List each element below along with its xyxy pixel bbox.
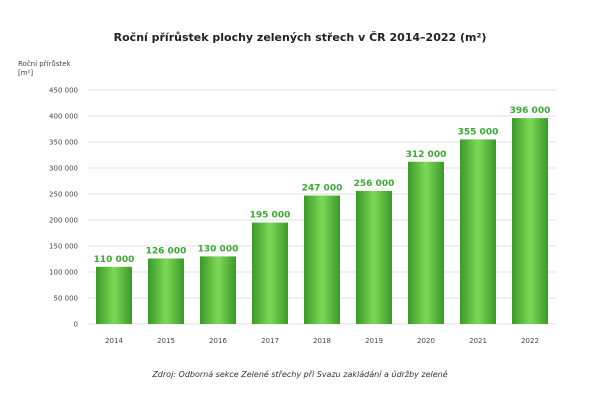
x-tick-label: 2016 — [209, 337, 227, 345]
y-axis-label: Roční přírůstek [m²] — [18, 60, 71, 78]
y-tick-label: 300 000 — [49, 165, 78, 173]
bar — [96, 266, 132, 324]
bar — [356, 190, 392, 324]
chart-title: Roční přírůstek plochy zelených střech v… — [113, 31, 487, 44]
x-tick-label: 2020 — [417, 337, 435, 345]
data-label: 355 000 — [458, 127, 499, 137]
y-axis-label-line-1: Roční přírůstek — [18, 60, 71, 68]
bar — [512, 118, 548, 324]
data-label: 396 000 — [510, 106, 551, 116]
y-tick-label: 50 000 — [54, 295, 79, 303]
data-label: 247 000 — [302, 184, 343, 194]
x-tick-label: 2018 — [313, 337, 331, 345]
bar — [408, 161, 444, 324]
x-tick-label: 2021 — [469, 337, 487, 345]
y-tick-label: 400 000 — [49, 113, 78, 121]
bar — [200, 256, 236, 324]
y-tick-label: 100 000 — [49, 269, 78, 277]
x-tick-label: 2017 — [261, 337, 279, 345]
x-tick-label: 2015 — [157, 337, 175, 345]
y-tick-label: 200 000 — [49, 217, 78, 225]
data-label: 130 000 — [198, 244, 239, 254]
data-label: 312 000 — [406, 150, 447, 160]
y-tick-label: 250 000 — [49, 191, 78, 199]
y-tick-label: 350 000 — [49, 139, 78, 147]
y-tick-label: 450 000 — [49, 87, 78, 95]
y-axis-label-line-2: [m²] — [18, 69, 34, 77]
bar — [252, 222, 288, 324]
x-tick-label: 2022 — [521, 337, 539, 345]
x-tick-label: 2019 — [365, 337, 383, 345]
y-tick-label: 0 — [74, 321, 78, 329]
data-label: 195 000 — [250, 211, 291, 221]
data-label: 110 000 — [94, 255, 135, 265]
data-label: 256 000 — [354, 179, 395, 189]
source-note: Zdroj: Odborná sekce Zelené střechy při … — [152, 370, 448, 379]
y-tick-label: 150 000 — [49, 243, 78, 251]
bar — [304, 195, 340, 324]
bar — [460, 139, 496, 324]
x-tick-label: 2014 — [105, 337, 123, 345]
bar — [148, 258, 184, 324]
data-label: 126 000 — [146, 246, 187, 256]
